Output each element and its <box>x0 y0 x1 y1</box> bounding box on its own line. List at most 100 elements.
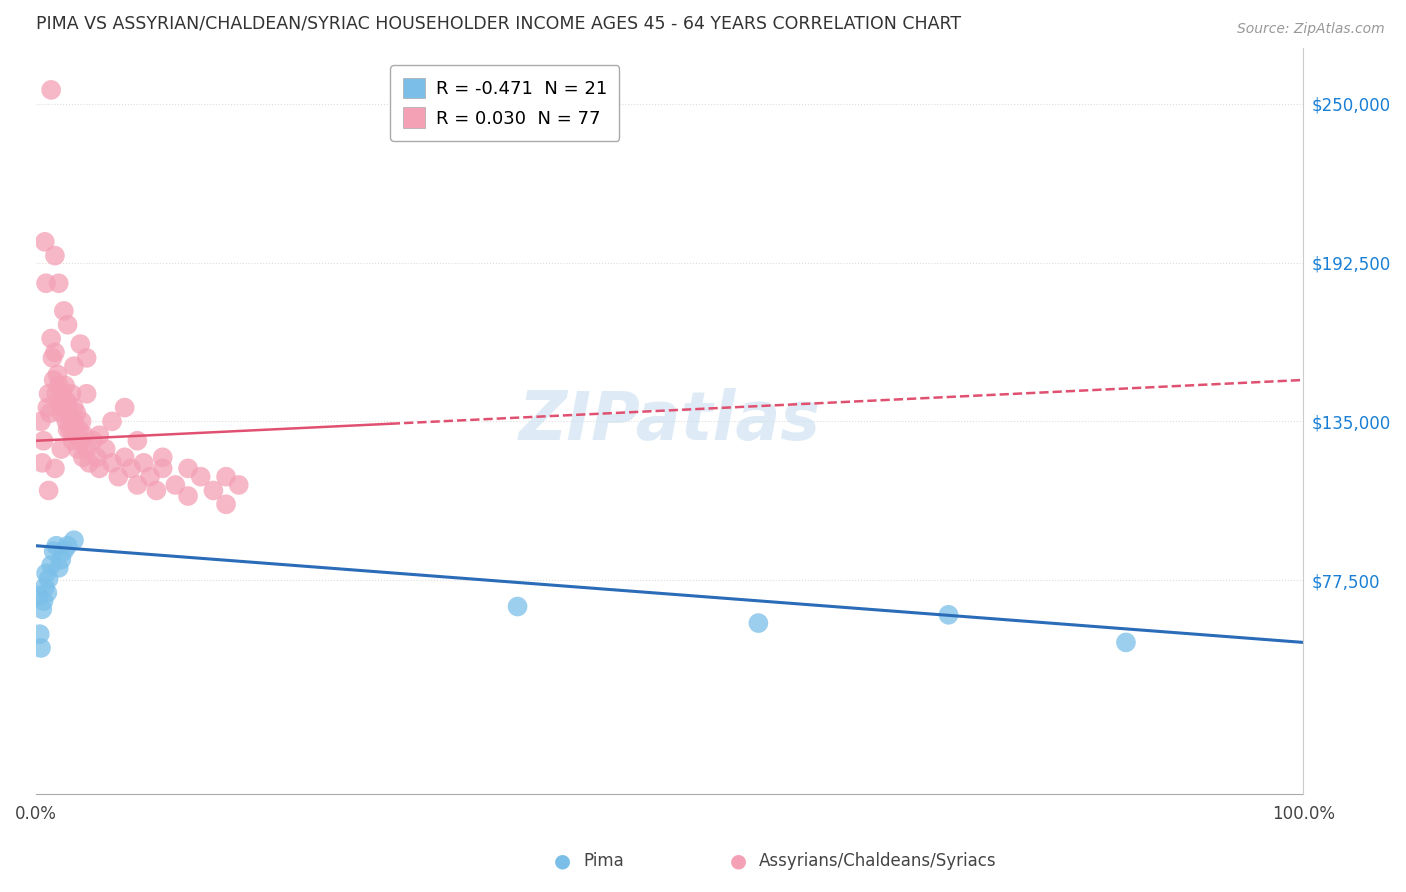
Point <box>60 386 83 401</box>
Point <box>65 428 87 442</box>
Text: ZIPatlas: ZIPatlas <box>519 388 821 454</box>
Point <box>139 469 162 483</box>
Point <box>38 406 60 420</box>
Point <box>53 378 76 392</box>
Text: ●: ● <box>554 851 571 871</box>
Point <box>45 386 67 401</box>
Point <box>114 401 136 415</box>
Point <box>69 434 91 448</box>
Point <box>63 414 86 428</box>
Point <box>202 483 225 498</box>
Point <box>63 533 86 548</box>
Point <box>65 406 87 420</box>
Point <box>506 599 529 614</box>
Text: ●: ● <box>730 851 747 871</box>
Point <box>52 401 75 415</box>
Point <box>67 423 90 437</box>
Point <box>72 450 94 465</box>
Point <box>76 386 98 401</box>
Point <box>101 414 124 428</box>
Point <box>37 585 59 599</box>
Legend: R = -0.471  N = 21, R = 0.030  N = 77: R = -0.471 N = 21, R = 0.030 N = 77 <box>391 65 620 141</box>
Point <box>177 489 200 503</box>
Point <box>56 395 79 409</box>
Point <box>32 434 55 448</box>
Text: Assyrians/Chaldeans/Syriacs: Assyrians/Chaldeans/Syriacs <box>759 852 997 870</box>
Point <box>51 552 73 566</box>
Point <box>38 386 60 401</box>
Point <box>177 461 200 475</box>
Point <box>145 483 167 498</box>
Point <box>66 442 89 456</box>
Point <box>38 572 60 586</box>
Point <box>39 83 62 97</box>
Text: PIMA VS ASSYRIAN/CHALDEAN/SYRIAC HOUSEHOLDER INCOME AGES 45 - 64 YEARS CORRELATI: PIMA VS ASSYRIAN/CHALDEAN/SYRIAC HOUSEHO… <box>37 15 962 33</box>
Point <box>44 461 66 475</box>
Point <box>101 456 124 470</box>
Point <box>747 616 769 631</box>
Point <box>190 469 212 483</box>
Point <box>127 478 149 492</box>
Point <box>1115 635 1137 649</box>
Point <box>70 414 93 428</box>
Point <box>215 469 238 483</box>
Point <box>56 318 79 332</box>
Point <box>89 428 111 442</box>
Point <box>56 539 79 553</box>
Point <box>52 304 75 318</box>
Point <box>228 478 250 492</box>
Point <box>37 401 59 415</box>
Point <box>41 351 63 365</box>
Point <box>42 373 65 387</box>
Point <box>31 602 53 616</box>
Point <box>51 406 73 420</box>
Point <box>62 434 84 448</box>
Point <box>48 378 70 392</box>
Point <box>30 414 52 428</box>
Point <box>69 337 91 351</box>
Point <box>46 368 69 382</box>
Point <box>215 497 238 511</box>
Point <box>76 442 98 456</box>
Point <box>30 640 52 655</box>
Point <box>82 434 104 448</box>
Point <box>38 483 60 498</box>
Point <box>86 450 108 465</box>
Point <box>127 434 149 448</box>
Point <box>44 345 66 359</box>
Point <box>165 478 187 492</box>
Point <box>73 428 96 442</box>
Point <box>34 580 56 594</box>
Point <box>34 235 56 249</box>
Point <box>120 461 142 475</box>
Point <box>48 277 70 291</box>
Point <box>27 589 49 603</box>
Point <box>35 566 58 581</box>
Point <box>28 627 51 641</box>
Point <box>152 461 174 475</box>
Point <box>32 594 55 608</box>
Point <box>76 351 98 365</box>
Point <box>35 277 58 291</box>
Point <box>56 423 79 437</box>
Point <box>48 561 70 575</box>
Point <box>132 456 155 470</box>
Point <box>94 442 117 456</box>
Point <box>51 386 73 401</box>
Point <box>39 332 62 346</box>
Point <box>77 456 100 470</box>
Point <box>89 461 111 475</box>
Point <box>59 423 82 437</box>
Point <box>58 406 80 420</box>
Point <box>45 539 67 553</box>
Point <box>49 395 72 409</box>
Point <box>152 450 174 465</box>
Point <box>107 469 129 483</box>
Point <box>31 456 53 470</box>
Point <box>52 544 75 558</box>
Point <box>938 607 960 622</box>
Point <box>42 544 65 558</box>
Text: Pima: Pima <box>583 852 624 870</box>
Point <box>114 450 136 465</box>
Point <box>63 359 86 373</box>
